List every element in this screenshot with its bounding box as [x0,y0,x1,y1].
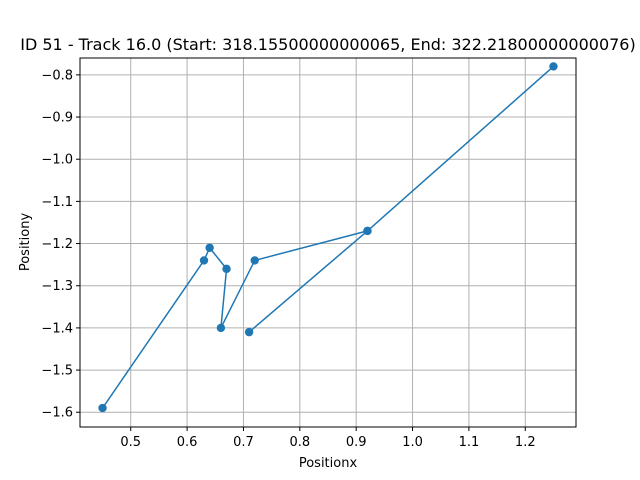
y-tick-label: −1.2 [41,237,73,252]
data-point [244,327,254,337]
data-point [216,323,226,333]
data-point [250,256,259,265]
data-point [549,62,558,71]
y-tick-label: −1.4 [41,321,73,336]
chart-title: ID 51 - Track 16.0 (Start: 318.155000000… [20,35,635,54]
x-tick-label: 0.5 [120,435,141,450]
y-axis-label: Positiony [18,213,33,272]
y-tick-label: −1.5 [41,364,73,379]
plot-frame [79,57,577,428]
data-point [205,243,214,252]
y-tick-label: −1.3 [41,279,73,294]
y-tick-label: −0.9 [41,111,73,126]
x-tick-label: 1.2 [515,435,536,450]
series-layer [98,62,558,413]
y-tick-label: −0.8 [41,68,73,83]
x-tick-label: 1.1 [459,435,480,450]
y-tick-label: −1.0 [41,153,73,168]
x-tick-label: 1.0 [402,435,423,450]
x-tick-label: 0.7 [233,435,254,450]
x-tick-label: 0.9 [346,435,367,450]
data-point [199,256,209,265]
data-point [98,403,107,413]
ticks: 0.5 0.6 0.7 0.8 0.9 1.0 1.1 1.2 −0.8 −0.9 −1.0 −1.1… [41,68,535,450]
data-point [222,264,231,274]
x-tick-label: 0.6 [177,435,198,450]
x-axis-label: Positionx [299,456,358,471]
y-tick-label: −1.6 [41,406,73,421]
series-line [101,65,554,409]
y-tick-label: −1.1 [41,195,73,210]
x-tick-label: 0.8 [289,435,310,450]
grid [80,58,576,427]
data-point [363,226,372,236]
